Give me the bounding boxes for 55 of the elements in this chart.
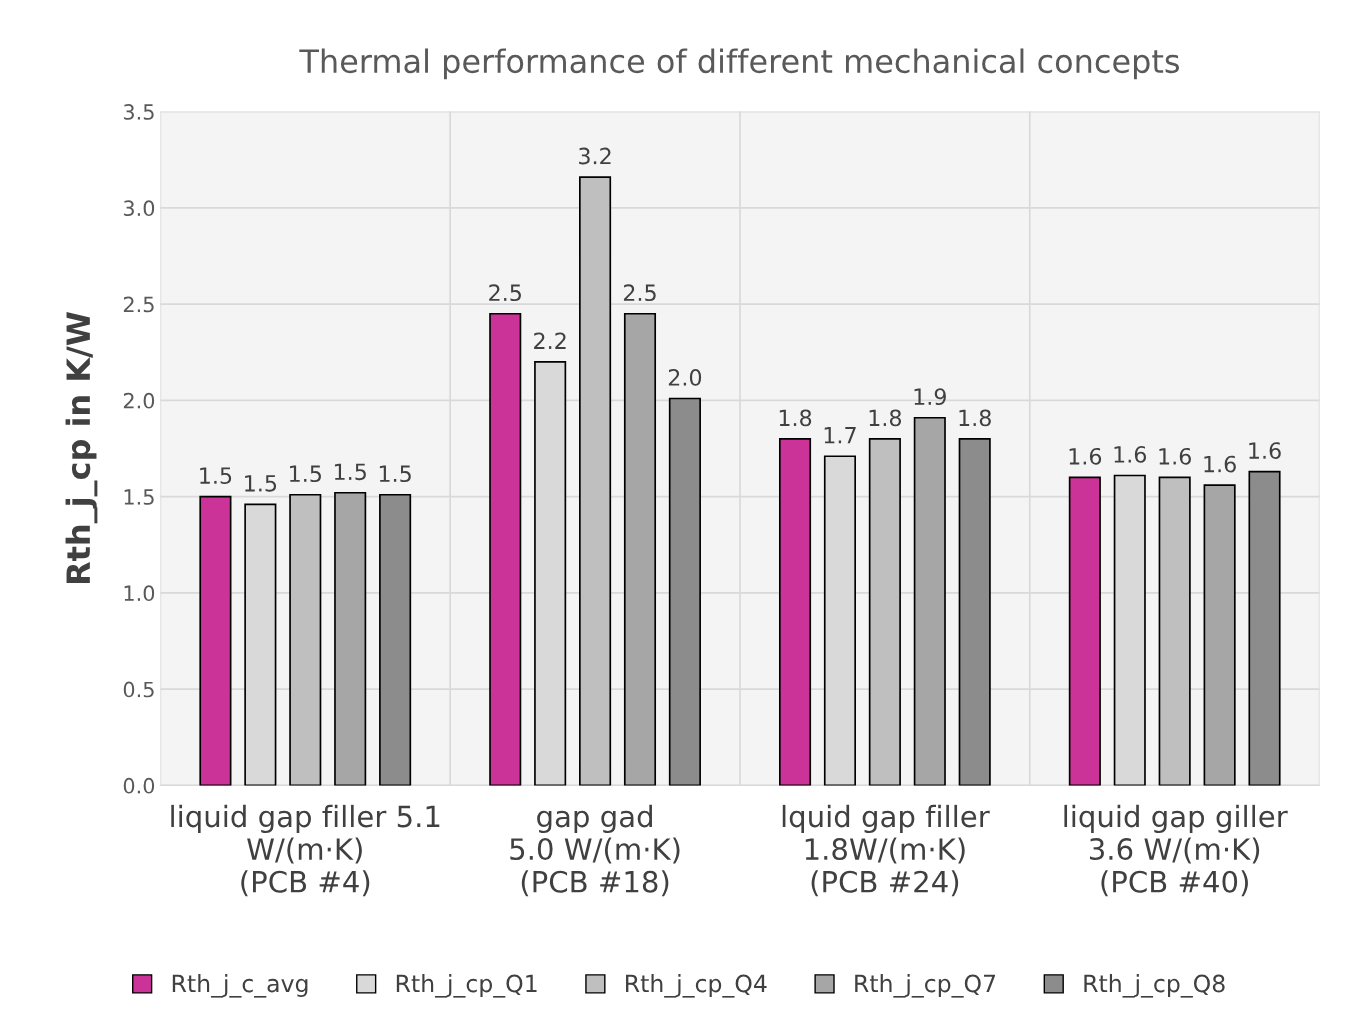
bar [289,493,322,786]
y-tick-label: 0.0 [123,777,155,794]
data-label: 1.9 [914,388,946,406]
y-axis-title: Rth_j_cp in K/W [65,312,98,584]
bar [668,397,701,786]
legend-label: Rth_j_c_avg [172,974,308,998]
bar [334,491,367,786]
x-tick-label: liquid gap filler 5.1 W/(m·K) (PCB #4) [171,804,440,897]
data-label: 1.8 [959,409,991,427]
data-label: 2.5 [489,284,521,302]
x-tick-label: lquid gap filler 1.8W/(m·K) (PCB #24) [782,804,990,897]
y-tick-label: 1.0 [124,585,155,602]
data-label: 1.6 [1249,442,1281,459]
data-label: 1.7 [824,427,856,444]
data-label: 1.5 [200,467,232,484]
data-label: 1.6 [1159,447,1191,465]
y-tick-label: 0.5 [123,681,154,698]
y-tick-label: 3.5 [123,104,154,120]
bar [623,312,657,786]
legend-label: Rth_j_cp_Q8 [1084,974,1225,998]
bar [379,493,412,786]
bar [489,312,522,786]
bar [1248,470,1281,786]
data-label: 1.5 [379,465,411,483]
data-label: 1.8 [779,409,812,427]
data-label: 1.6 [1069,447,1102,465]
data-label: 2.5 [623,284,656,302]
data-label: 1.8 [869,409,902,427]
data-label: 1.6 [1204,455,1236,473]
data-label: 1.5 [290,465,321,483]
y-tick-label: 2.0 [123,392,155,409]
x-tick-label: gap gad 5.0 W/(m·K) (PCB #18) [510,804,680,897]
chart-title: Thermal performance of different mechanical concepts [299,48,1179,80]
data-label: 1.5 [334,463,366,481]
bar [199,495,232,786]
bar [868,438,901,786]
y-tick-label: 2.5 [123,296,154,313]
legend-label: Rth_j_cp_Q1 [396,974,537,998]
bar [1068,476,1101,786]
data-label: 1.5 [245,475,277,492]
bar [913,416,946,786]
data-label: 1.6 [1114,446,1147,463]
data-label: 2.0 [668,369,702,386]
bar [579,176,612,786]
legend-label: Rth_j_cp_Q4 [626,974,767,998]
bar [958,438,991,786]
x-tick-label: liquid gap giller 3.6 W/(m·K) (PCB #40) [1064,804,1288,897]
bar [778,438,812,786]
y-tick-label: 1.5 [124,489,154,505]
data-label: 2.2 [534,332,566,349]
bar [1158,476,1191,786]
bar [1203,484,1236,786]
y-tick-label: 3.0 [123,200,155,217]
legend-label: Rth_j_cp_Q7 [855,974,996,998]
data-label: 3.2 [579,147,611,165]
